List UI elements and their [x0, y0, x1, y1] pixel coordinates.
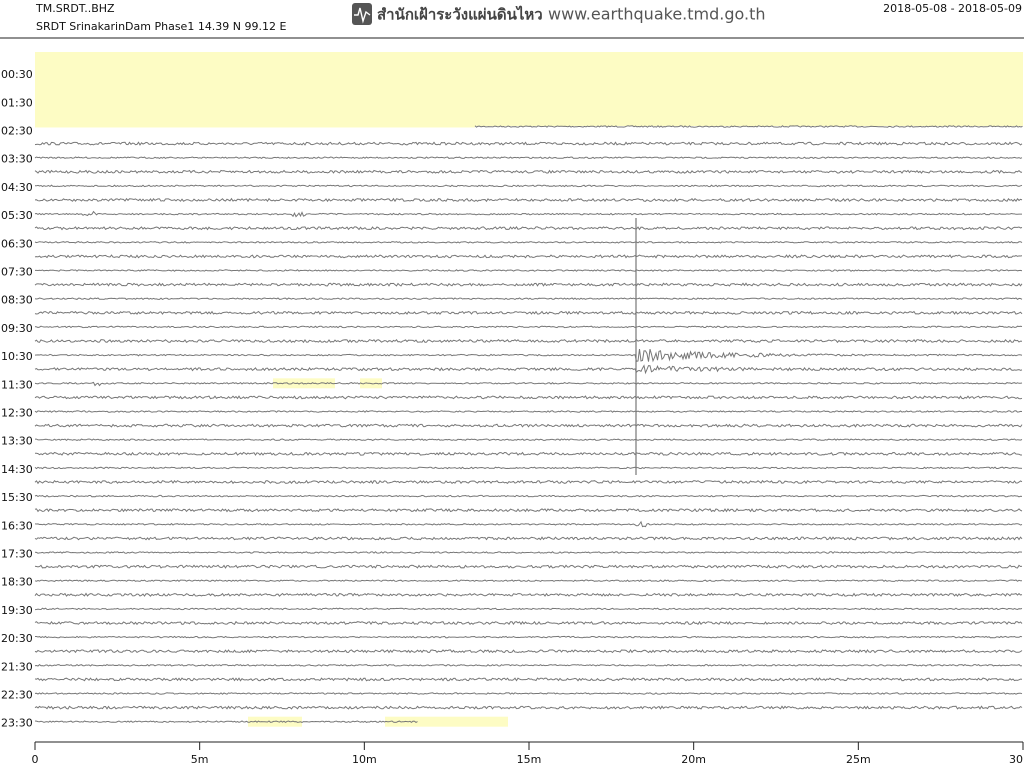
trace — [34, 197, 1023, 203]
row-label: 12:30 — [1, 407, 33, 420]
row-label: 21:30 — [1, 660, 33, 673]
row-label: 01:30 — [1, 96, 33, 109]
x-tick-label: 10m — [352, 753, 377, 766]
row-label: 05:30 — [1, 209, 33, 222]
x-tick-label: 5m — [191, 753, 209, 766]
trace — [34, 226, 1023, 231]
trace — [34, 349, 1023, 363]
trace — [34, 579, 1023, 583]
x-tick-label: 0 — [32, 753, 39, 766]
row-label: 16:30 — [1, 519, 33, 532]
row-label: 23:30 — [1, 717, 33, 730]
trace — [34, 620, 1023, 626]
trace — [34, 508, 1023, 513]
trace — [34, 141, 1023, 146]
data-gap — [273, 378, 335, 389]
url: www.earthquake.tmd.go.th — [548, 5, 766, 24]
trace — [34, 395, 1023, 400]
trace — [34, 607, 1023, 611]
row-label: 10:30 — [1, 350, 33, 363]
trace — [34, 494, 1023, 498]
row-label: 15:30 — [1, 491, 33, 504]
trace — [34, 649, 1023, 654]
trace — [34, 520, 1023, 528]
date-range: 2018-05-08 - 2018-05-09 — [883, 2, 1022, 15]
trace — [34, 705, 1023, 710]
logo-wave — [354, 7, 371, 24]
row-label: 09:30 — [1, 322, 33, 335]
row-label: 11:30 — [1, 378, 33, 391]
trace — [34, 479, 1023, 485]
trace — [34, 282, 1023, 287]
trace — [34, 692, 1023, 695]
trace — [35, 184, 1023, 188]
trace — [34, 297, 1023, 301]
data-gap — [35, 52, 1023, 126]
trace — [34, 364, 1023, 375]
subtitle: SRDT SrinakarinDam Phase1 14.39 N 99.12 … — [36, 20, 287, 33]
x-tick-label: 30 — [1009, 753, 1023, 766]
trace — [34, 325, 1023, 329]
x-tick-label: 15m — [517, 753, 542, 766]
row-label: 19:30 — [1, 604, 33, 617]
trace — [34, 592, 1023, 597]
trace — [34, 423, 1023, 428]
trace — [34, 338, 1023, 344]
x-tick-label: 20m — [681, 753, 706, 766]
row-label: 22:30 — [1, 689, 33, 702]
row-label: 08:30 — [1, 294, 33, 307]
trace — [34, 663, 1023, 667]
trace — [35, 635, 1023, 639]
trace — [34, 536, 1023, 541]
trace — [34, 677, 1023, 682]
trace — [34, 156, 1023, 160]
trace — [34, 240, 1023, 244]
trace — [34, 720, 418, 724]
trace — [34, 551, 1023, 554]
data-gap — [385, 716, 508, 727]
row-label: 00:30 — [1, 68, 33, 81]
trace — [474, 125, 1023, 128]
row-label: 07:30 — [1, 266, 33, 279]
row-label: 04:30 — [1, 181, 33, 194]
trace — [34, 210, 1022, 218]
trace — [34, 254, 1023, 259]
data-gap — [35, 121, 475, 128]
trace — [35, 438, 1023, 442]
trace — [35, 269, 1023, 272]
row-label: 03:30 — [1, 153, 33, 166]
trace — [34, 466, 1023, 470]
trace — [34, 410, 1023, 413]
row-label: 14:30 — [1, 463, 33, 476]
row-label: 02:30 — [1, 125, 33, 138]
trace — [34, 564, 1023, 569]
row-label: 18:30 — [1, 576, 33, 589]
trace — [34, 169, 1023, 174]
plot: 00:30 01:30 02:30 03:30 04:30 05:30 06:30 07:30… — [1, 52, 1024, 766]
trace — [35, 451, 1022, 456]
row-label: 17:30 — [1, 548, 33, 561]
agency: สำนักเฝ้าระวังแผ่นดินไหว — [377, 5, 543, 24]
row-label: 13:30 — [1, 435, 33, 448]
row-label: 20:30 — [1, 632, 33, 645]
trace — [34, 381, 1023, 387]
row-label: 06:30 — [1, 237, 33, 250]
x-tick-label: 25m — [846, 753, 871, 766]
station: TM.SRDT..BHZ — [35, 2, 115, 15]
trace — [34, 310, 1023, 315]
